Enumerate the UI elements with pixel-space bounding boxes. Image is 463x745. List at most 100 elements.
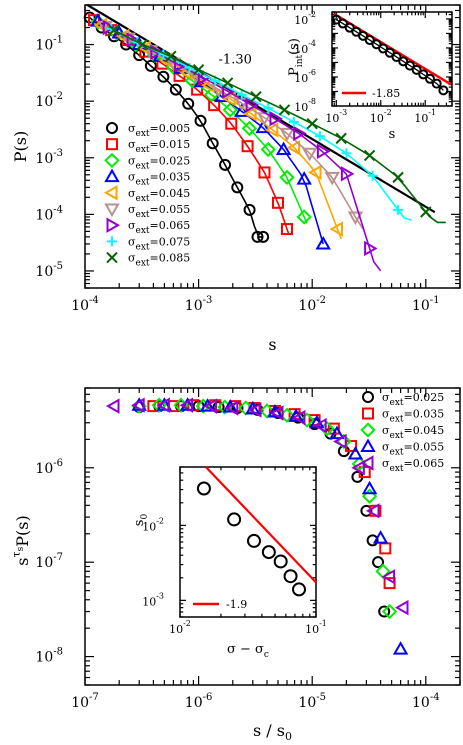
data-point <box>225 117 238 130</box>
series-4 <box>105 397 409 616</box>
legend: σext=0.025σext=0.035σext=0.045σext=0.055… <box>359 391 444 474</box>
y-tick-label: 10-4 <box>294 39 316 56</box>
legend-marker <box>106 217 121 233</box>
legend-label: σext=0.045 <box>128 187 190 204</box>
chart-bottom-inset: 10-2 10-1 10-3 10-2 -1.9 σ − σc s0 <box>132 466 327 660</box>
data-point <box>131 397 145 413</box>
legend-label: σext=0.045 <box>382 424 444 441</box>
x-axis-label: s <box>389 127 396 142</box>
data-point <box>234 103 250 117</box>
y-axis-label: P(s) <box>11 131 30 162</box>
x-tick-label: 10-5 <box>298 692 326 711</box>
data-point <box>224 400 239 416</box>
data-point <box>156 397 170 413</box>
data-point <box>221 77 234 89</box>
x-tick-label: 10-6 <box>185 692 213 711</box>
data-point <box>292 582 307 597</box>
x-tick-label: 10-7 <box>71 692 99 711</box>
data-point <box>263 103 274 114</box>
reference-line <box>86 4 436 214</box>
data-point <box>243 105 257 122</box>
legend-marker <box>360 438 376 452</box>
data-point <box>245 400 261 415</box>
data-point <box>269 110 283 127</box>
data-point <box>299 412 315 428</box>
reference-line-label: -1.9 <box>226 598 247 611</box>
legend-marker <box>362 391 374 403</box>
legend: σext=0.005σext=0.015σext=0.025σext=0.035… <box>103 122 190 269</box>
data-point <box>275 141 292 155</box>
data-point <box>243 203 256 216</box>
data-point <box>347 211 364 225</box>
data-point <box>351 460 365 476</box>
x-tick-label: 10-1 <box>414 108 436 125</box>
data-point <box>392 171 404 184</box>
y-tick-label: 10-3 <box>142 591 164 608</box>
y-tick-label: 10-2 <box>35 91 63 110</box>
data-point <box>363 149 376 162</box>
legend-marker <box>359 455 374 471</box>
legend-marker <box>360 422 376 438</box>
legend-marker <box>362 407 374 420</box>
legend-marker <box>104 152 120 169</box>
reference-line-label: -1.85 <box>372 87 400 100</box>
data-point <box>269 405 284 421</box>
data-point <box>360 504 373 517</box>
y-tick-label: 10-4 <box>35 204 63 223</box>
legend-label: σext=0.015 <box>128 138 190 155</box>
data-point <box>199 398 216 412</box>
data-point <box>418 69 429 80</box>
data-point <box>250 90 262 103</box>
data-point <box>283 569 298 584</box>
data-point <box>257 230 270 243</box>
series-curve <box>110 28 412 221</box>
y-tick-label: 10-5 <box>35 261 63 280</box>
data-point <box>301 147 318 162</box>
data-point <box>241 120 258 137</box>
data-point <box>378 605 391 618</box>
x-tick-label: 10-1 <box>412 295 440 314</box>
y-tick-label: 10-8 <box>294 97 316 114</box>
data-point <box>90 14 106 30</box>
legend-marker <box>106 251 118 264</box>
data-point <box>272 196 285 209</box>
data-point <box>196 481 211 496</box>
data-point <box>280 223 293 236</box>
data-point <box>313 417 327 434</box>
data-point <box>347 445 364 460</box>
legend-label: σext=0.065 <box>382 457 444 474</box>
data-point <box>365 503 380 519</box>
y-tick-label: 10-2 <box>294 10 316 27</box>
data-point <box>222 399 238 413</box>
legend-label: σext=0.055 <box>382 441 444 458</box>
data-point <box>258 166 271 179</box>
x-tick-label: 10-2 <box>370 108 392 125</box>
data-point <box>398 56 409 67</box>
data-point <box>296 171 312 185</box>
data-point <box>260 141 276 158</box>
data-point <box>241 140 254 153</box>
data-point <box>393 204 404 215</box>
chart-top-inset: 10-3 10-2 10-1 10-8 10-6 10-4 10-2 -1.85 s Pint(s… <box>287 10 453 142</box>
data-point <box>372 556 385 569</box>
data-point <box>293 125 307 142</box>
series-curve <box>107 26 382 272</box>
data-point <box>108 24 120 36</box>
data-point <box>255 119 271 134</box>
legend-marker <box>103 185 118 201</box>
data-point <box>236 89 247 100</box>
data-point <box>157 70 170 83</box>
data-point <box>315 235 331 250</box>
legend-label: σext=0.065 <box>128 219 190 236</box>
data-point <box>307 164 322 181</box>
data-point <box>424 73 435 84</box>
data-point <box>208 99 221 112</box>
data-point <box>279 127 295 142</box>
data-point <box>222 102 238 118</box>
legend-label: σext=0.075 <box>128 235 190 252</box>
data-point <box>136 38 149 51</box>
data-point <box>438 85 449 96</box>
data-point <box>324 171 340 186</box>
legend-label: σext=0.055 <box>128 203 190 220</box>
data-point <box>144 59 157 72</box>
